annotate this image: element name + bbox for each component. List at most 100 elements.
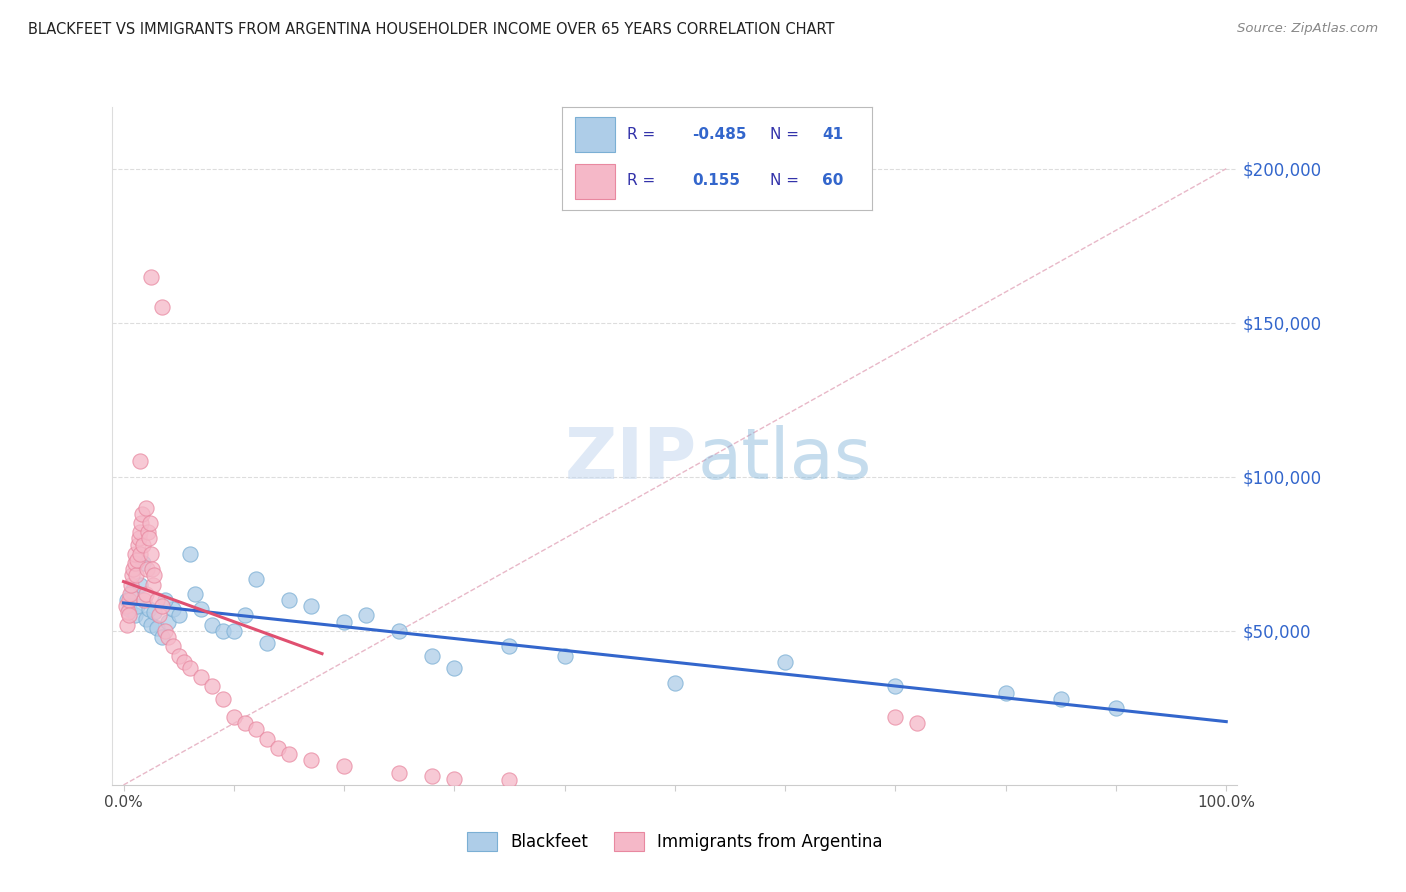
- Point: [179, 547, 201, 561]
- Text: R =: R =: [627, 128, 661, 142]
- Point: [155, 593, 177, 607]
- Text: ZIP: ZIP: [565, 425, 697, 494]
- Point: [124, 608, 146, 623]
- Point: [420, 769, 443, 783]
- Point: [333, 759, 356, 773]
- Point: [134, 593, 156, 607]
- Point: [150, 599, 173, 614]
- Point: [333, 615, 356, 629]
- Point: [354, 608, 377, 623]
- Point: [156, 615, 179, 629]
- Point: [115, 617, 138, 632]
- Point: [664, 676, 686, 690]
- Point: [167, 648, 190, 663]
- Point: [125, 599, 148, 614]
- Point: [121, 583, 143, 598]
- Point: [277, 593, 299, 607]
- Point: [114, 599, 136, 614]
- Text: atlas: atlas: [697, 425, 872, 494]
- Point: [554, 648, 576, 663]
- Point: [132, 556, 155, 570]
- Text: 41: 41: [823, 128, 844, 142]
- Point: [184, 587, 207, 601]
- Point: [129, 516, 152, 530]
- Point: [132, 538, 155, 552]
- Point: [162, 640, 184, 654]
- Point: [139, 516, 162, 530]
- Point: [233, 716, 256, 731]
- Point: [498, 640, 520, 654]
- Point: [155, 624, 177, 638]
- Text: -0.485: -0.485: [692, 128, 747, 142]
- Point: [884, 679, 907, 693]
- Point: [201, 617, 224, 632]
- Point: [150, 630, 173, 644]
- Point: [135, 500, 157, 515]
- Legend: Blackfeet, Immigrants from Argentina: Blackfeet, Immigrants from Argentina: [461, 825, 889, 858]
- Text: N =: N =: [769, 128, 803, 142]
- Text: R =: R =: [627, 173, 661, 188]
- Point: [190, 602, 212, 616]
- Point: [124, 568, 146, 582]
- Point: [129, 454, 152, 468]
- Text: 60: 60: [823, 173, 844, 188]
- Point: [162, 602, 184, 616]
- Point: [179, 661, 201, 675]
- Point: [190, 670, 212, 684]
- Point: [256, 636, 278, 650]
- FancyBboxPatch shape: [575, 118, 614, 153]
- Point: [150, 301, 173, 315]
- Text: BLACKFEET VS IMMIGRANTS FROM ARGENTINA HOUSEHOLDER INCOME OVER 65 YEARS CORRELAT: BLACKFEET VS IMMIGRANTS FROM ARGENTINA H…: [28, 22, 835, 37]
- Point: [139, 617, 162, 632]
- Point: [115, 593, 138, 607]
- Point: [222, 710, 245, 724]
- Text: N =: N =: [769, 173, 803, 188]
- FancyBboxPatch shape: [575, 164, 614, 199]
- Point: [773, 655, 796, 669]
- Point: [131, 507, 153, 521]
- Point: [167, 608, 190, 623]
- Point: [139, 269, 162, 284]
- Point: [142, 577, 165, 591]
- Point: [120, 587, 142, 601]
- Point: [138, 602, 160, 616]
- Point: [136, 525, 159, 540]
- Point: [267, 741, 290, 756]
- Point: [121, 568, 143, 582]
- Point: [129, 525, 152, 540]
- Point: [129, 577, 152, 591]
- Point: [299, 599, 322, 614]
- Point: [118, 602, 141, 616]
- Point: [388, 624, 411, 638]
- Point: [127, 538, 149, 552]
- Point: [141, 562, 163, 576]
- Point: [884, 710, 907, 724]
- Text: Source: ZipAtlas.com: Source: ZipAtlas.com: [1237, 22, 1378, 36]
- Point: [156, 630, 179, 644]
- Point: [443, 661, 465, 675]
- Point: [907, 716, 929, 731]
- Point: [135, 587, 157, 601]
- Point: [135, 562, 157, 576]
- Point: [145, 621, 167, 635]
- Point: [135, 611, 157, 625]
- Point: [117, 606, 139, 620]
- Point: [129, 547, 152, 561]
- Point: [124, 547, 146, 561]
- Point: [173, 655, 195, 669]
- Point: [122, 562, 145, 576]
- Point: [118, 608, 141, 623]
- Point: [139, 547, 162, 561]
- Point: [211, 624, 233, 638]
- Point: [143, 568, 166, 582]
- Point: [222, 624, 245, 638]
- Point: [128, 532, 150, 546]
- Point: [124, 556, 146, 570]
- Text: 0.155: 0.155: [692, 173, 741, 188]
- Point: [299, 753, 322, 767]
- Point: [233, 608, 256, 623]
- Point: [145, 593, 167, 607]
- Point: [138, 532, 160, 546]
- Point: [118, 593, 141, 607]
- Point: [1050, 691, 1073, 706]
